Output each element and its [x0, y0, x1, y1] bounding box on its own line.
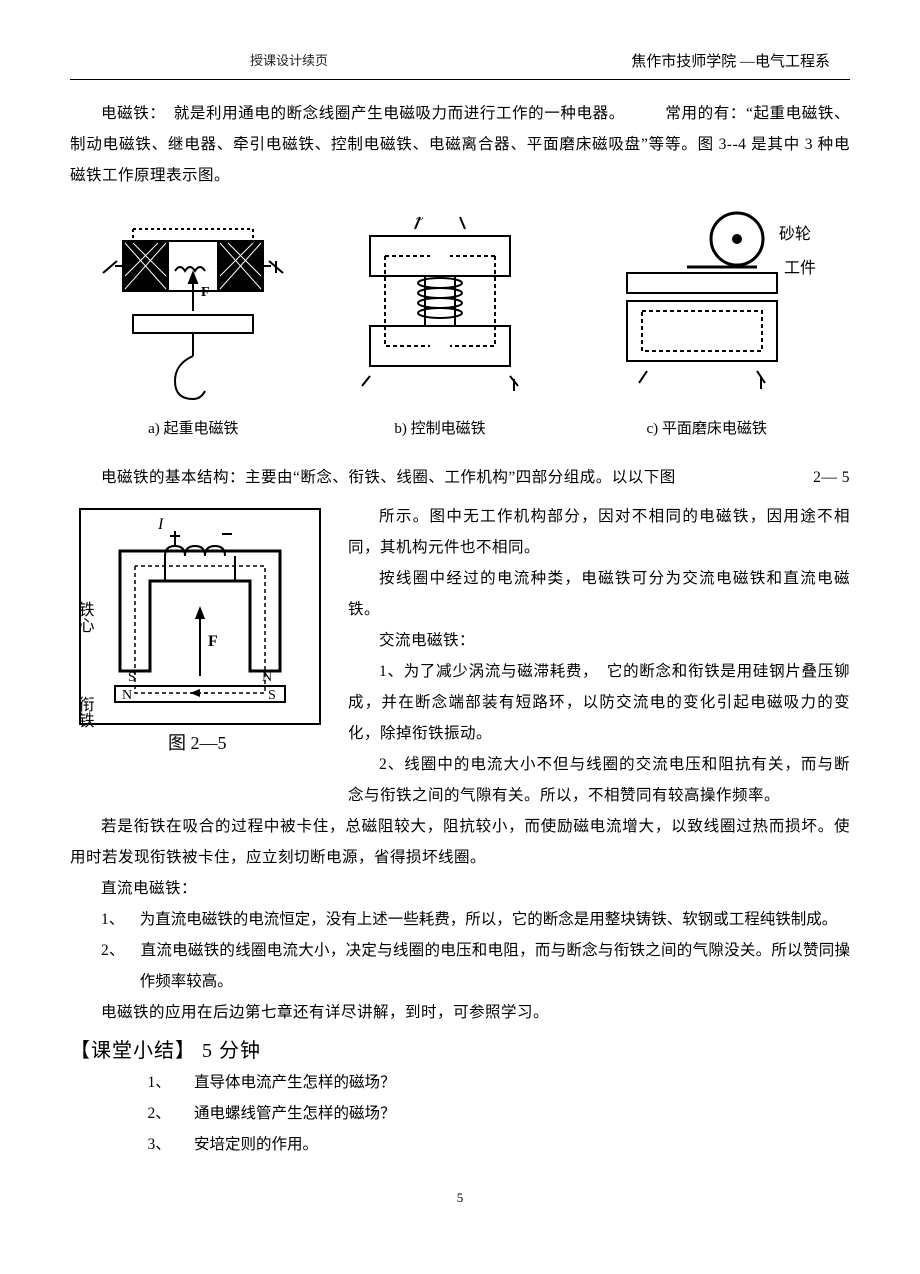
figure-a: F a) 起重电磁铁 — [93, 211, 293, 438]
svg-text:F: F — [201, 285, 210, 300]
s2: 2、 通电螺线管产生怎样的磁场？ — [70, 1098, 850, 1129]
label-N1: N — [262, 670, 272, 685]
figure-2-5: I F S N N S 铁心 衔铁 图 2—5 — [70, 501, 330, 811]
p2-tail: 2— 5 — [782, 462, 850, 493]
s3: 3、 安培定则的作用。 — [70, 1129, 850, 1160]
fig25-caption: 图 2—5 — [168, 733, 227, 753]
label-gongjian: 工件 — [784, 259, 816, 277]
figure-c-caption: c) 平面磨床电磁铁 — [587, 417, 827, 438]
p3: 若是衔铁在吸合的过程中被卡住，总磁阻较大，阻抗较小，而使励磁电流增大，以致线圈过… — [70, 811, 850, 873]
figure-b: ~ b) 控制电磁铁 — [340, 211, 540, 438]
p2-main: 电磁铁的基本结构：主要由“断念、衔铁、线圈、工作机构”四部分组成。以以下图 — [70, 462, 676, 493]
label-tiexin: 铁心 — [76, 601, 95, 633]
p4: 直流电磁铁： — [70, 873, 850, 904]
page-root: 授课设计续页 焦作市技师学院 —电气工程系 电磁铁： 就是利用通电的断念线圈产生… — [0, 0, 920, 1246]
mp3: 交流电磁铁： — [348, 625, 850, 656]
page-header: 授课设计续页 焦作市技师学院 —电气工程系 — [70, 50, 850, 79]
label-N2: N — [122, 688, 132, 703]
figure-a-svg: F — [93, 211, 293, 411]
mid-row: I F S N N S 铁心 衔铁 图 2—5 所示。图中无工作机构部分，因对不… — [70, 501, 850, 811]
mp1: 所示。图中无工作机构部分，因对不相同的电磁铁，因用途不相同，其机构元件也不相同。 — [348, 501, 850, 563]
figure-a-caption: a) 起重电磁铁 — [93, 417, 293, 438]
header-right: 焦作市技师学院 —电气工程系 — [631, 50, 830, 71]
label-S1: S — [128, 670, 136, 685]
paragraph-structure: 电磁铁的基本结构：主要由“断念、衔铁、线圈、工作机构”四部分组成。以以下图 2—… — [70, 462, 850, 493]
figure-2-5-svg: I F S N N S 铁心 衔铁 图 2—5 — [70, 501, 330, 761]
li2: 2、 直流电磁铁的线圈电流大小，决定与线圈的电压和电阻，而与断念与衔铁之间的气隙… — [70, 935, 850, 997]
label-F: F — [208, 633, 218, 650]
mp5: 2、线圈中的电流大小不但与线圈的交流电压和阻抗有关，而与断念与衔铁之间的气隙有关… — [348, 749, 850, 811]
mp2: 按线圈中经过的电流种类，电磁铁可分为交流电磁铁和直流电磁铁。 — [348, 563, 850, 625]
mid-text: 所示。图中无工作机构部分，因对不相同的电磁铁，因用途不相同，其机构元件也不相同。… — [348, 501, 850, 811]
label-xiantie: 衔铁 — [76, 696, 95, 728]
p5: 电磁铁的应用在后边第七章还有详尽讲解，到时，可参照学习。 — [70, 997, 850, 1028]
figure-c: 砂轮 工件 c) 平面磨床电磁铁 — [587, 211, 827, 438]
svg-text:~: ~ — [416, 212, 424, 227]
label-I: I — [157, 516, 164, 533]
figure-b-svg: ~ — [340, 211, 540, 411]
li1: 1、 为直流电磁铁的电流恒定，没有上述一些耗费，所以，它的断念是用整块铸铁、软钢… — [70, 904, 850, 935]
label-shalun: 砂轮 — [779, 225, 811, 243]
label-S2: S — [268, 688, 276, 703]
summary-title: 【课堂小结】 5 分钟 — [70, 1034, 850, 1063]
paragraph-intro: 电磁铁： 就是利用通电的断念线圈产生电磁吸力而进行工作的一种电器。 常用的有：“… — [70, 98, 850, 191]
figure-row: F a) 起重电磁铁 — [70, 211, 850, 438]
s1: 1、 直导体电流产生怎样的磁场？ — [70, 1067, 850, 1098]
figure-c-svg: 砂轮 工件 — [587, 211, 827, 411]
header-rule — [70, 79, 850, 80]
page-number: 5 — [70, 1190, 850, 1206]
header-left: 授课设计续页 — [250, 50, 328, 71]
mp4: 1、为了减少涡流与磁滞耗费， 它的断念和衔铁是用硅钢片叠压铆成，并在断念端部装有… — [348, 656, 850, 749]
figure-b-caption: b) 控制电磁铁 — [340, 417, 540, 438]
